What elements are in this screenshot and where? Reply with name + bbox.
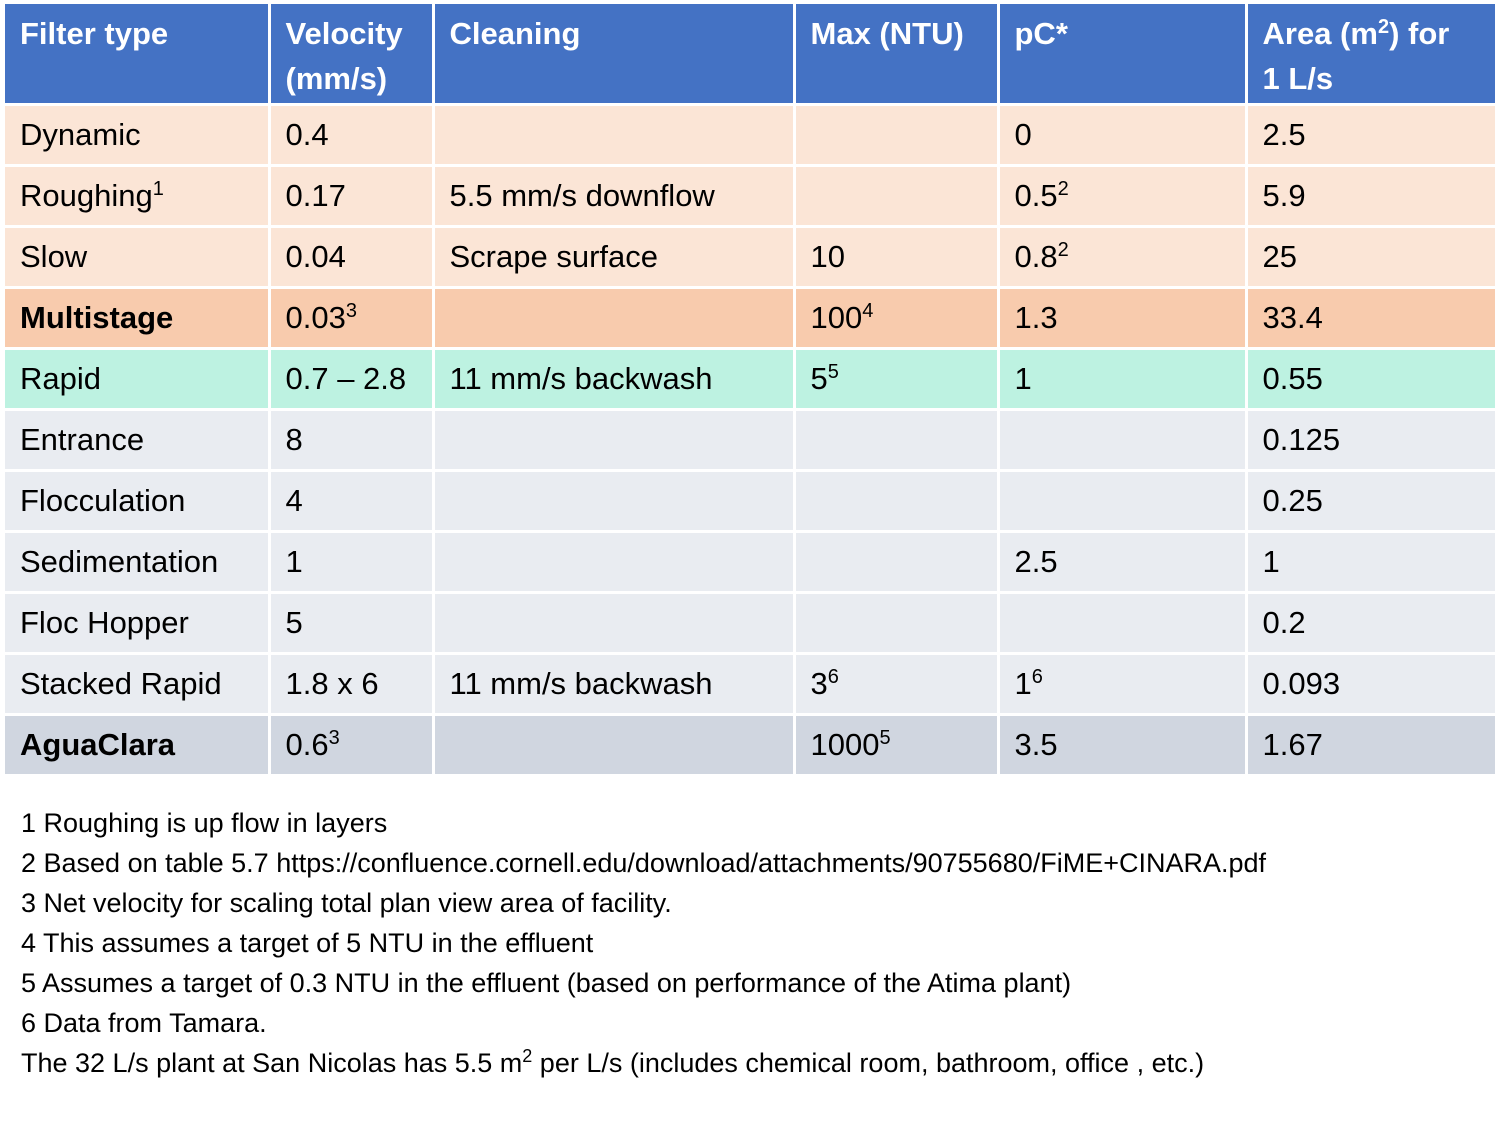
- cell-pc: 3.5: [998, 713, 1248, 777]
- cell-pc: 0: [998, 104, 1248, 167]
- cell-cleaning: 11 mm/s backwash: [433, 348, 796, 411]
- table-row-rapid: Rapid 0.7 – 2.8 11 mm/s backwash 55 1 0.…: [5, 348, 1495, 411]
- cell-max-ntu: [794, 104, 1000, 167]
- cell-cleaning: [433, 104, 796, 167]
- footnote-5: 5 Assumes a target of 0.3 NTU in the eff…: [21, 968, 1072, 998]
- cell-cleaning: [433, 286, 796, 350]
- cell-max-ntu: 10005: [794, 713, 1000, 777]
- cell-velocity: 0.033: [269, 286, 435, 350]
- table-row-stacked-rapid: Stacked Rapid 1.8 x 6 11 mm/s backwash 3…: [5, 653, 1495, 716]
- cell-filter-type: Floc Hopper: [5, 592, 271, 655]
- table-row-sedimentation: Sedimentation 1 2.5 1: [5, 531, 1495, 594]
- table-row-flocculation: Flocculation 4 0.25: [5, 470, 1495, 533]
- cell-area: 0.2: [1246, 592, 1495, 655]
- cell-pc: 1.3: [998, 286, 1248, 350]
- cell-cleaning: [433, 713, 796, 777]
- cell-max-ntu: [794, 531, 1000, 594]
- footnote-4: 4 This assumes a target of 5 NTU in the …: [21, 928, 594, 958]
- cell-pc: [998, 592, 1248, 655]
- cell-velocity: 4: [269, 470, 435, 533]
- cell-velocity: 0.7 – 2.8: [269, 348, 435, 411]
- cell-cleaning: [433, 531, 796, 594]
- header-area: Area (m2) for 1 L/s: [1246, 4, 1495, 106]
- footnotes: 1 Roughing is up flow in layers 2 Based …: [21, 803, 1481, 1083]
- cell-area: 0.25: [1246, 470, 1495, 533]
- cell-filter-type: Stacked Rapid: [5, 653, 271, 716]
- cell-area: 25: [1246, 226, 1495, 289]
- cell-filter-type: Roughing1: [5, 165, 271, 228]
- table-row-aguaclara: AguaClara 0.63 10005 3.5 1.67: [5, 713, 1495, 777]
- cell-filter-type: Rapid: [5, 348, 271, 411]
- cell-pc: 2.5: [998, 531, 1248, 594]
- cell-area: 5.9: [1246, 165, 1495, 228]
- filter-comparison-table-wrapper: Filter type Velocity (mm/s) Cleaning Max …: [5, 4, 1495, 777]
- cell-area: 1.67: [1246, 713, 1495, 777]
- header-cleaning: Cleaning: [433, 4, 796, 106]
- cell-cleaning: 11 mm/s backwash: [433, 653, 796, 716]
- cell-pc: 0.82: [998, 226, 1248, 289]
- cell-velocity: 0.04: [269, 226, 435, 289]
- cell-max-ntu: 10: [794, 226, 1000, 289]
- header-max-ntu: Max (NTU): [794, 4, 1000, 106]
- cell-cleaning: [433, 470, 796, 533]
- footnote-3: 3 Net velocity for scaling total plan vi…: [21, 888, 672, 918]
- cell-area: 1: [1246, 531, 1495, 594]
- cell-filter-type: Entrance: [5, 409, 271, 472]
- table-row-multistage: Multistage 0.033 1004 1.3 33.4: [5, 286, 1495, 350]
- cell-max-ntu: [794, 470, 1000, 533]
- cell-area: 0.125: [1246, 409, 1495, 472]
- cell-velocity: 0.63: [269, 713, 435, 777]
- cell-velocity: 0.17: [269, 165, 435, 228]
- table-row-entrance: Entrance 8 0.125: [5, 409, 1495, 472]
- footnote-2: 2 Based on table 5.7 https://confluence.…: [21, 848, 1267, 878]
- cell-area: 0.093: [1246, 653, 1495, 716]
- cell-cleaning: [433, 409, 796, 472]
- cell-area: 0.55: [1246, 348, 1495, 411]
- cell-velocity: 1: [269, 531, 435, 594]
- header-pc: pC*: [998, 4, 1248, 106]
- cell-max-ntu: [794, 165, 1000, 228]
- cell-pc: 16: [998, 653, 1248, 716]
- cell-filter-type: Multistage: [5, 286, 271, 350]
- cell-max-ntu: 1004: [794, 286, 1000, 350]
- cell-max-ntu: [794, 409, 1000, 472]
- header-filter-type: Filter type: [5, 4, 271, 106]
- table-header-row: Filter type Velocity (mm/s) Cleaning Max …: [5, 4, 1495, 106]
- cell-cleaning: [433, 592, 796, 655]
- filter-comparison-table: Filter type Velocity (mm/s) Cleaning Max …: [5, 4, 1495, 777]
- cell-pc: 0.52: [998, 165, 1248, 228]
- cell-pc: [998, 470, 1248, 533]
- cell-filter-type: Flocculation: [5, 470, 271, 533]
- cell-velocity: 0.4: [269, 104, 435, 167]
- cell-max-ntu: [794, 592, 1000, 655]
- table-row-dynamic: Dynamic 0.4 0 2.5: [5, 104, 1495, 167]
- cell-max-ntu: 36: [794, 653, 1000, 716]
- cell-filter-type: Dynamic: [5, 104, 271, 167]
- cell-filter-type: AguaClara: [5, 713, 271, 777]
- cell-filter-type: Slow: [5, 226, 271, 289]
- cell-cleaning: Scrape surface: [433, 226, 796, 289]
- cell-cleaning: 5.5 mm/s downflow: [433, 165, 796, 228]
- cell-area: 2.5: [1246, 104, 1495, 167]
- table-row-roughing: Roughing1 0.17 5.5 mm/s downflow 0.52 5.…: [5, 165, 1495, 228]
- cell-filter-type: Sedimentation: [5, 531, 271, 594]
- footnote-1: 1 Roughing is up flow in layers: [21, 808, 388, 838]
- table-row-slow: Slow 0.04 Scrape surface 10 0.82 25: [5, 226, 1495, 289]
- cell-pc: [998, 409, 1248, 472]
- cell-pc: 1: [998, 348, 1248, 411]
- header-velocity: Velocity (mm/s): [269, 4, 435, 106]
- cell-area: 33.4: [1246, 286, 1495, 350]
- cell-velocity: 1.8 x 6: [269, 653, 435, 716]
- cell-velocity: 8: [269, 409, 435, 472]
- cell-velocity: 5: [269, 592, 435, 655]
- footnote-san-nicolas: The 32 L/s plant at San Nicolas has 5.5 …: [21, 1046, 1205, 1078]
- footnote-6: 6 Data from Tamara.: [21, 1008, 267, 1038]
- cell-max-ntu: 55: [794, 348, 1000, 411]
- table-row-floc-hopper: Floc Hopper 5 0.2: [5, 592, 1495, 655]
